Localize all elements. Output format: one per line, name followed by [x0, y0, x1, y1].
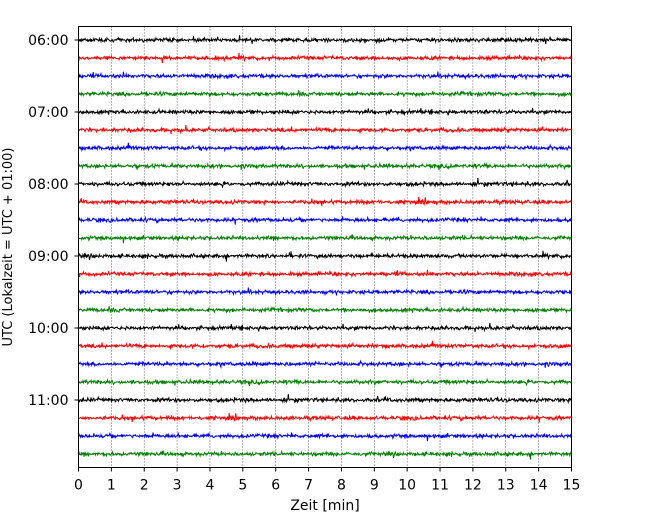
x-tick-label-1: 1 [107, 478, 116, 494]
x-tick-label-14: 14 [530, 478, 548, 494]
trace-17 [78, 322, 572, 333]
trace-21 [78, 393, 572, 405]
x-tick-label-9: 9 [370, 478, 379, 494]
trace-22 [78, 412, 572, 423]
x-tick-label-0: 0 [74, 478, 83, 494]
x-tick-label-12: 12 [464, 478, 482, 494]
plot-frame [78, 26, 572, 468]
x-tick-label-11: 11 [431, 478, 449, 494]
trace-group [78, 35, 572, 460]
x-tick-label-4: 4 [206, 478, 215, 494]
trace-13 [78, 250, 572, 262]
x-tick-label-7: 7 [304, 478, 313, 494]
trace-5 [78, 107, 572, 117]
trace-6 [78, 124, 572, 135]
trace-3 [78, 71, 572, 81]
x-tick-label-2: 2 [140, 478, 149, 494]
trace-4 [78, 90, 572, 98]
trace-11 [78, 215, 572, 225]
y-axis-label: UTC (Lokalzeit = UTC + 01:00) [1, 148, 16, 347]
y-tick-label-09:00: 09:00 [28, 249, 68, 265]
trace-2 [78, 52, 572, 64]
y-tick-label-10:00: 10:00 [28, 321, 68, 337]
trace-1 [78, 35, 572, 45]
trace-20 [78, 377, 572, 387]
trace-15 [78, 287, 572, 297]
trace-19 [78, 359, 572, 370]
x-tick-label-8: 8 [337, 478, 346, 494]
x-tick-label-13: 13 [497, 478, 515, 494]
x-tick-label-3: 3 [173, 478, 182, 494]
y-axis: 06:00 07:00 08:00 09:00 10:00 11:00 [28, 33, 79, 409]
x-tick-label-6: 6 [271, 478, 280, 494]
x-tick-label-15: 15 [563, 478, 581, 494]
trace-18 [78, 340, 572, 351]
x-tick-label-5: 5 [238, 478, 247, 494]
trace-7 [78, 142, 572, 153]
trace-8 [78, 161, 572, 171]
trace-24 [78, 449, 572, 460]
trace-12 [78, 233, 572, 244]
trace-23 [78, 431, 572, 442]
y-tick-label-06:00: 06:00 [28, 33, 68, 49]
y-tick-label-11:00: 11:00 [28, 393, 68, 409]
trace-14 [78, 269, 572, 279]
x-axis-label: Zeit [min] [290, 498, 359, 514]
x-tick-label-10: 10 [398, 478, 416, 494]
trace-9 [78, 177, 572, 189]
trace-16 [78, 305, 572, 314]
trace-10 [78, 196, 572, 207]
y-tick-label-08:00: 08:00 [28, 177, 68, 193]
y-tick-label-07:00: 07:00 [28, 105, 68, 121]
x-axis: 0 1 2 3 4 5 6 7 8 9 10 11 12 13 14 15 [74, 467, 581, 494]
